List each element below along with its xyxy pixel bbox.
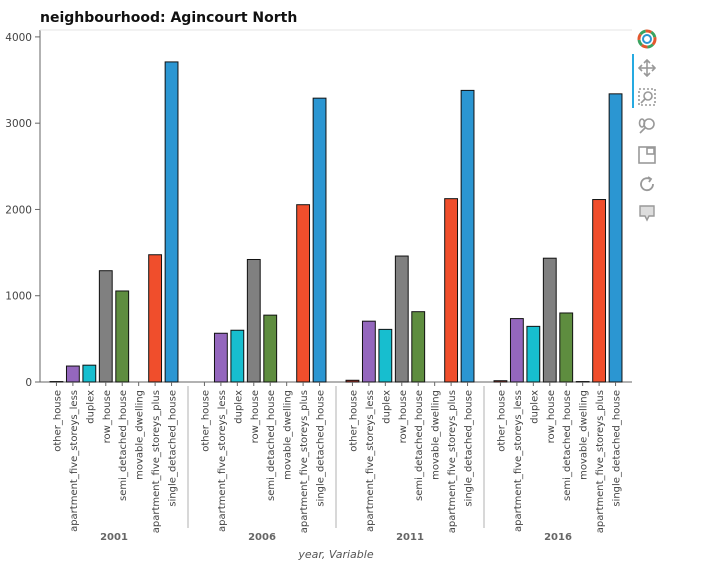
x-category-label: duplex: [233, 390, 244, 424]
x-category-label: single_detached_house: [612, 390, 623, 507]
bar-2001-apartment_five_storeys_less: [65, 365, 80, 383]
bar-2001-row_house: [98, 270, 113, 383]
x-category-label: apartment_five_storeys_less: [69, 390, 80, 532]
x-category-label: semi_detached_house: [562, 390, 573, 501]
x-group-label: 2006: [248, 532, 276, 543]
x-category-label: duplex: [381, 390, 392, 424]
x-category-label: movable_dwelling: [579, 390, 590, 480]
bar-2011-row_house: [394, 255, 409, 383]
bar-2006-semi_detached_house: [263, 314, 278, 383]
bar-2011-semi_detached_house: [411, 311, 426, 383]
bar-2011-single_detached_house: [460, 89, 475, 383]
x-category-label: apartment_five_storeys_plus: [595, 390, 606, 533]
x-category-label: movable_dwelling: [283, 390, 294, 480]
x-category-label: row_house: [546, 390, 557, 443]
x-category-label: single_detached_house: [464, 390, 475, 507]
x-category-label: duplex: [85, 390, 96, 424]
y-tick-label: 0: [25, 377, 32, 389]
x-group-label: 2011: [396, 532, 424, 543]
x-category-label: row_house: [102, 390, 113, 443]
bar-2016-duplex: [526, 325, 541, 383]
x-group-label: 2016: [544, 532, 572, 543]
bar-2011-duplex: [378, 328, 393, 383]
toolbar: [632, 28, 662, 231]
bar-2006-single_detached_house: [312, 97, 327, 383]
reset-icon[interactable]: [636, 173, 658, 195]
x-category-label: apartment_five_storeys_plus: [299, 390, 310, 533]
bar-2011-other_house: [345, 379, 360, 383]
x-axis-title: year, Variable: [297, 548, 373, 561]
bar-2011-apartment_five_storeys_less: [361, 320, 376, 383]
pan-icon[interactable]: [636, 57, 658, 79]
x-group-label: 2001: [100, 532, 128, 543]
bar-2016-apartment_five_storeys_plus: [592, 199, 607, 383]
bar-2016-apartment_five_storeys_less: [509, 318, 524, 383]
x-category-label: apartment_five_storeys_less: [365, 390, 376, 532]
bar-2011-apartment_five_storeys_plus: [444, 198, 459, 383]
y-tick-label: 1000: [5, 291, 32, 303]
x-category-label: row_house: [398, 390, 409, 443]
x-category-label: apartment_five_storeys_plus: [151, 390, 162, 533]
bar-2006-apartment_five_storeys_less: [213, 332, 228, 383]
bar-2016-row_house: [542, 257, 557, 383]
x-category-label: row_house: [250, 390, 261, 443]
y-tick-label: 3000: [5, 118, 32, 130]
x-category-label: other_house: [496, 390, 507, 452]
plot-area: 0 1000 2000 3000 4000 other_house apartment_fi…: [5, 29, 632, 543]
x-category-label: apartment_five_storeys_plus: [447, 390, 458, 533]
x-category-label: movable_dwelling: [135, 390, 146, 480]
bar-2016-other_house: [493, 380, 508, 383]
x-category-label: semi_detached_house: [118, 390, 129, 501]
x-category-label: other_house: [348, 390, 359, 452]
y-tick-label: 2000: [5, 204, 32, 216]
x-category-label: apartment_five_storeys_less: [217, 390, 228, 532]
bar-2001-apartment_five_storeys_plus: [148, 254, 163, 383]
x-category-label: single_detached_house: [316, 390, 327, 507]
x-category-label: other_house: [200, 390, 211, 452]
save-icon[interactable]: [636, 144, 658, 166]
x-category-label: other_house: [52, 390, 63, 452]
bar-2016-semi_detached_house: [559, 312, 574, 383]
x-category-label: apartment_five_storeys_less: [513, 390, 524, 532]
x-category-label: semi_detached_house: [266, 390, 277, 501]
hover-icon[interactable]: [636, 202, 658, 224]
chart-title: neighbourhood: Agincourt North: [40, 10, 297, 26]
bar-2006-duplex: [230, 329, 245, 383]
bar-2006-row_house: [246, 258, 261, 383]
bar-2001-duplex: [82, 364, 97, 383]
x-category-label: movable_dwelling: [431, 390, 442, 480]
bokeh-logo-icon[interactable]: [636, 28, 658, 50]
wheel-zoom-icon[interactable]: [636, 115, 658, 137]
active-tool-indicator: [632, 54, 634, 108]
bar-2006-apartment_five_storeys_plus: [296, 204, 311, 383]
x-category-label: duplex: [529, 390, 540, 424]
bar-2016-single_detached_house: [608, 93, 623, 383]
bar-2001-single_detached_house: [164, 61, 179, 383]
y-tick-label: 4000: [5, 32, 32, 44]
box-zoom-icon[interactable]: [636, 86, 658, 108]
x-category-label: single_detached_house: [168, 390, 179, 507]
x-category-label: semi_detached_house: [414, 390, 425, 501]
bar-2001-semi_detached_house: [115, 290, 130, 383]
